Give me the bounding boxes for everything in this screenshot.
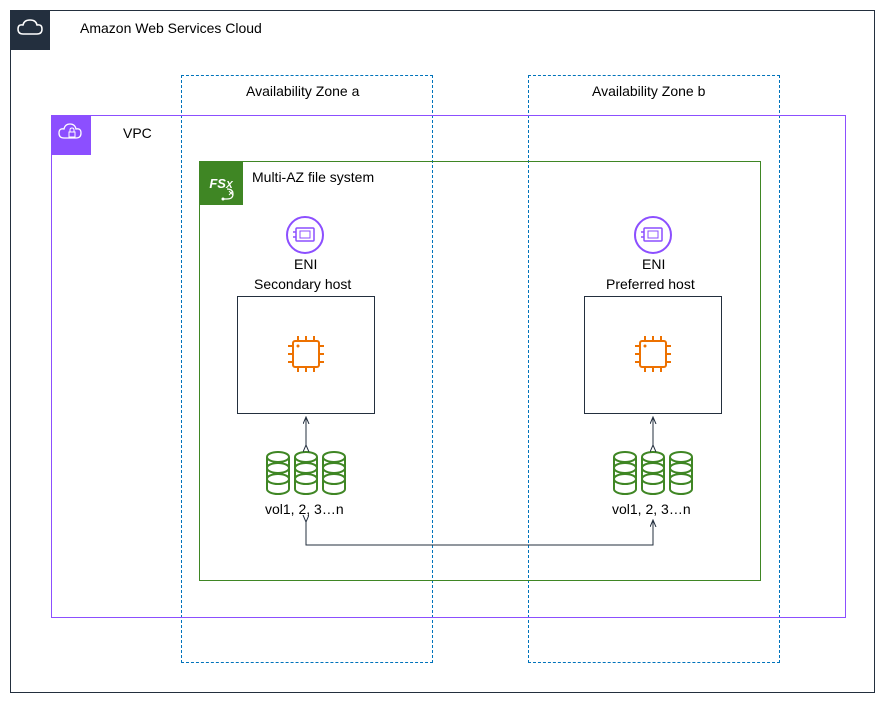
- preferred-host-label: Preferred host: [606, 276, 695, 292]
- volumes-label-left: vol1, 2, 3…n: [265, 501, 344, 517]
- cpu-icon-right: [630, 331, 676, 380]
- az-b-label: Availability Zone b: [592, 83, 705, 99]
- vpc-icon: [51, 115, 91, 155]
- secondary-host-label: Secondary host: [254, 276, 351, 292]
- aws-cloud-icon: [10, 10, 50, 50]
- volumes-label-right: vol1, 2, 3…n: [612, 501, 691, 517]
- eni-label-right: ENI: [642, 256, 665, 272]
- eni-icon-left: [285, 215, 325, 258]
- eni-label-left: ENI: [294, 256, 317, 272]
- az-a-label: Availability Zone a: [246, 83, 359, 99]
- cpu-icon-left: [283, 331, 329, 380]
- vpc-label: VPC: [123, 125, 152, 141]
- filesystem-label: Multi-AZ file system: [252, 169, 374, 185]
- volumes-icon-right: [611, 449, 695, 502]
- aws-cloud-label: Amazon Web Services Cloud: [80, 20, 262, 36]
- eni-icon-right: [633, 215, 673, 258]
- fsx-icon: FSX: [199, 161, 243, 205]
- volumes-icon-left: [264, 449, 348, 502]
